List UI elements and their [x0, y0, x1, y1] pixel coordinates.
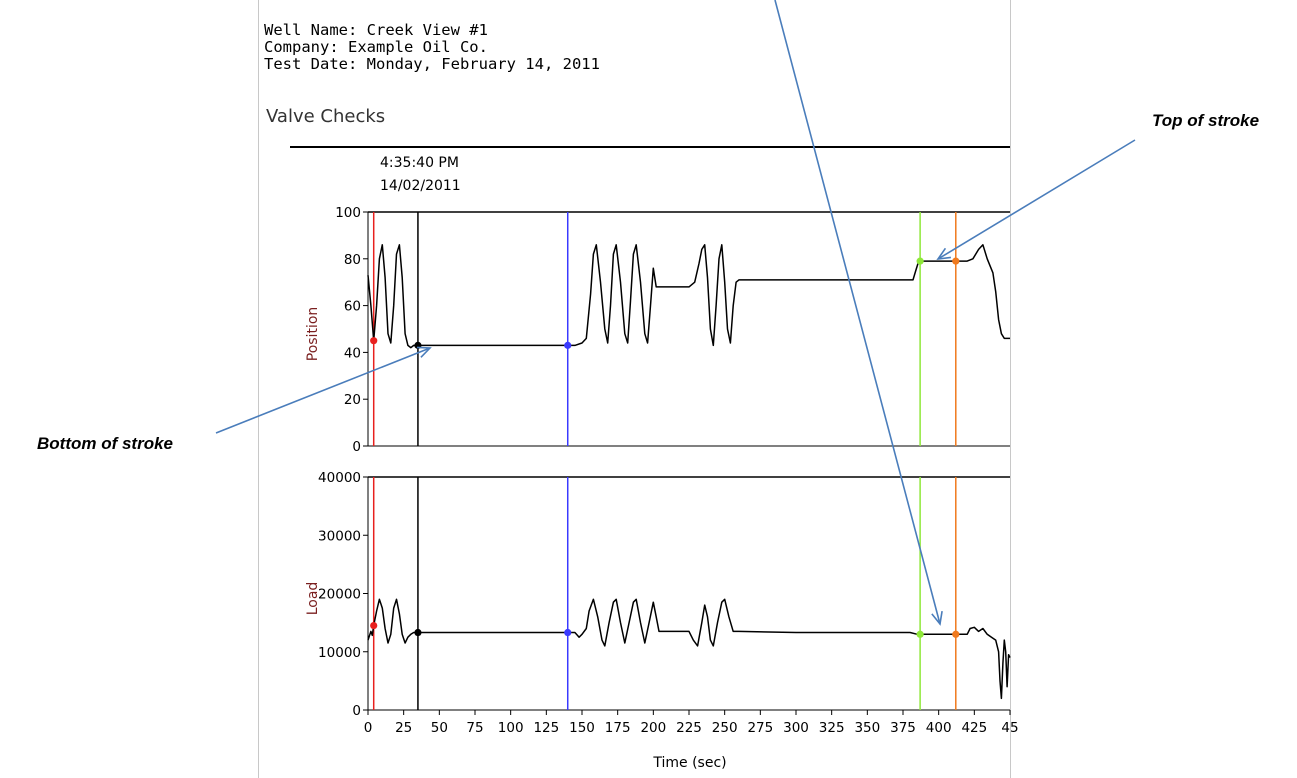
- position-cursor-point-green: [916, 257, 924, 265]
- arrow-bottom-of-stroke-line: [215, 347, 431, 434]
- arrow-top-center-head: [931, 611, 943, 626]
- position-ytick-label: 0: [352, 439, 361, 455]
- position-ytick-label: 100: [335, 205, 361, 221]
- load-ytick-label: 0: [352, 703, 361, 719]
- xtick-label: 425: [961, 720, 987, 736]
- load-cursor-point-orange: [952, 630, 960, 638]
- position-cursor-point-orange: [952, 257, 960, 265]
- report-frame: [258, 0, 1011, 778]
- callout-top-of-stroke: Top of stroke: [1152, 111, 1260, 130]
- xtick-label: 25: [395, 720, 412, 736]
- position-series-line: [367, 244, 1010, 349]
- company-line: Company: Example Oil Co.: [264, 38, 488, 56]
- timestamp-time: 4:35:40 PM: [380, 155, 459, 171]
- xtick-label: 275: [747, 720, 773, 736]
- xtick-label: 325: [819, 720, 845, 736]
- timestamp-date: 14/02/2011: [380, 178, 461, 194]
- xtick-label: 0: [364, 720, 373, 736]
- load-ytick-label: 10000: [318, 645, 361, 661]
- xtick-label: 225: [676, 720, 702, 736]
- arrow-top-of-stroke-head: [936, 247, 951, 261]
- xtick-label: 175: [605, 720, 631, 736]
- position-axis-title: Position: [305, 307, 321, 362]
- test-date-line: Test Date: Monday, February 14, 2011: [264, 55, 600, 73]
- load-series-line: [367, 598, 1011, 700]
- load-ytick-label: 30000: [318, 528, 361, 544]
- xtick-label: 250: [712, 720, 738, 736]
- arrow-top-of-stroke-line: [937, 139, 1136, 260]
- xtick-label: 400: [926, 720, 952, 736]
- load-cursor-point-red: [370, 621, 378, 630]
- x-axis-title: Time (sec): [652, 755, 726, 771]
- section-title: Valve Checks: [266, 106, 386, 127]
- load-cursor-point-black: [414, 628, 422, 637]
- xtick-label: 50: [431, 720, 448, 736]
- xtick-label: 45: [1001, 720, 1018, 736]
- load-cursor-point-blue: [564, 628, 572, 637]
- load-axis-title: Load: [305, 582, 321, 616]
- xtick-label: 300: [783, 720, 809, 736]
- position-ytick-label: 40: [344, 345, 361, 361]
- position-ytick-label: 20: [344, 392, 361, 408]
- arrow-top-center-line: [774, 0, 941, 625]
- xtick-label: 100: [498, 720, 524, 736]
- load-cursor-point-green: [916, 630, 924, 638]
- xtick-label: 75: [466, 720, 483, 736]
- position-ytick-label: 60: [344, 299, 361, 315]
- load-ytick-label: 40000: [318, 470, 361, 486]
- xtick-label: 375: [890, 720, 916, 736]
- xtick-label: 200: [640, 720, 666, 736]
- section-divider: [290, 146, 1010, 148]
- xtick-label: 150: [569, 720, 595, 736]
- xtick-label: 350: [854, 720, 880, 736]
- load-ytick-label: 20000: [318, 587, 361, 603]
- position-cursor-point-blue: [564, 341, 572, 349]
- position-cursor-point-red: [370, 337, 378, 345]
- position-ytick-label: 80: [344, 252, 361, 268]
- xtick-label: 125: [533, 720, 559, 736]
- well-name-line: Well Name: Creek View #1: [264, 21, 488, 39]
- arrow-bottom-of-stroke-head: [416, 346, 432, 358]
- callout-bottom-of-stroke: Bottom of stroke: [37, 434, 173, 453]
